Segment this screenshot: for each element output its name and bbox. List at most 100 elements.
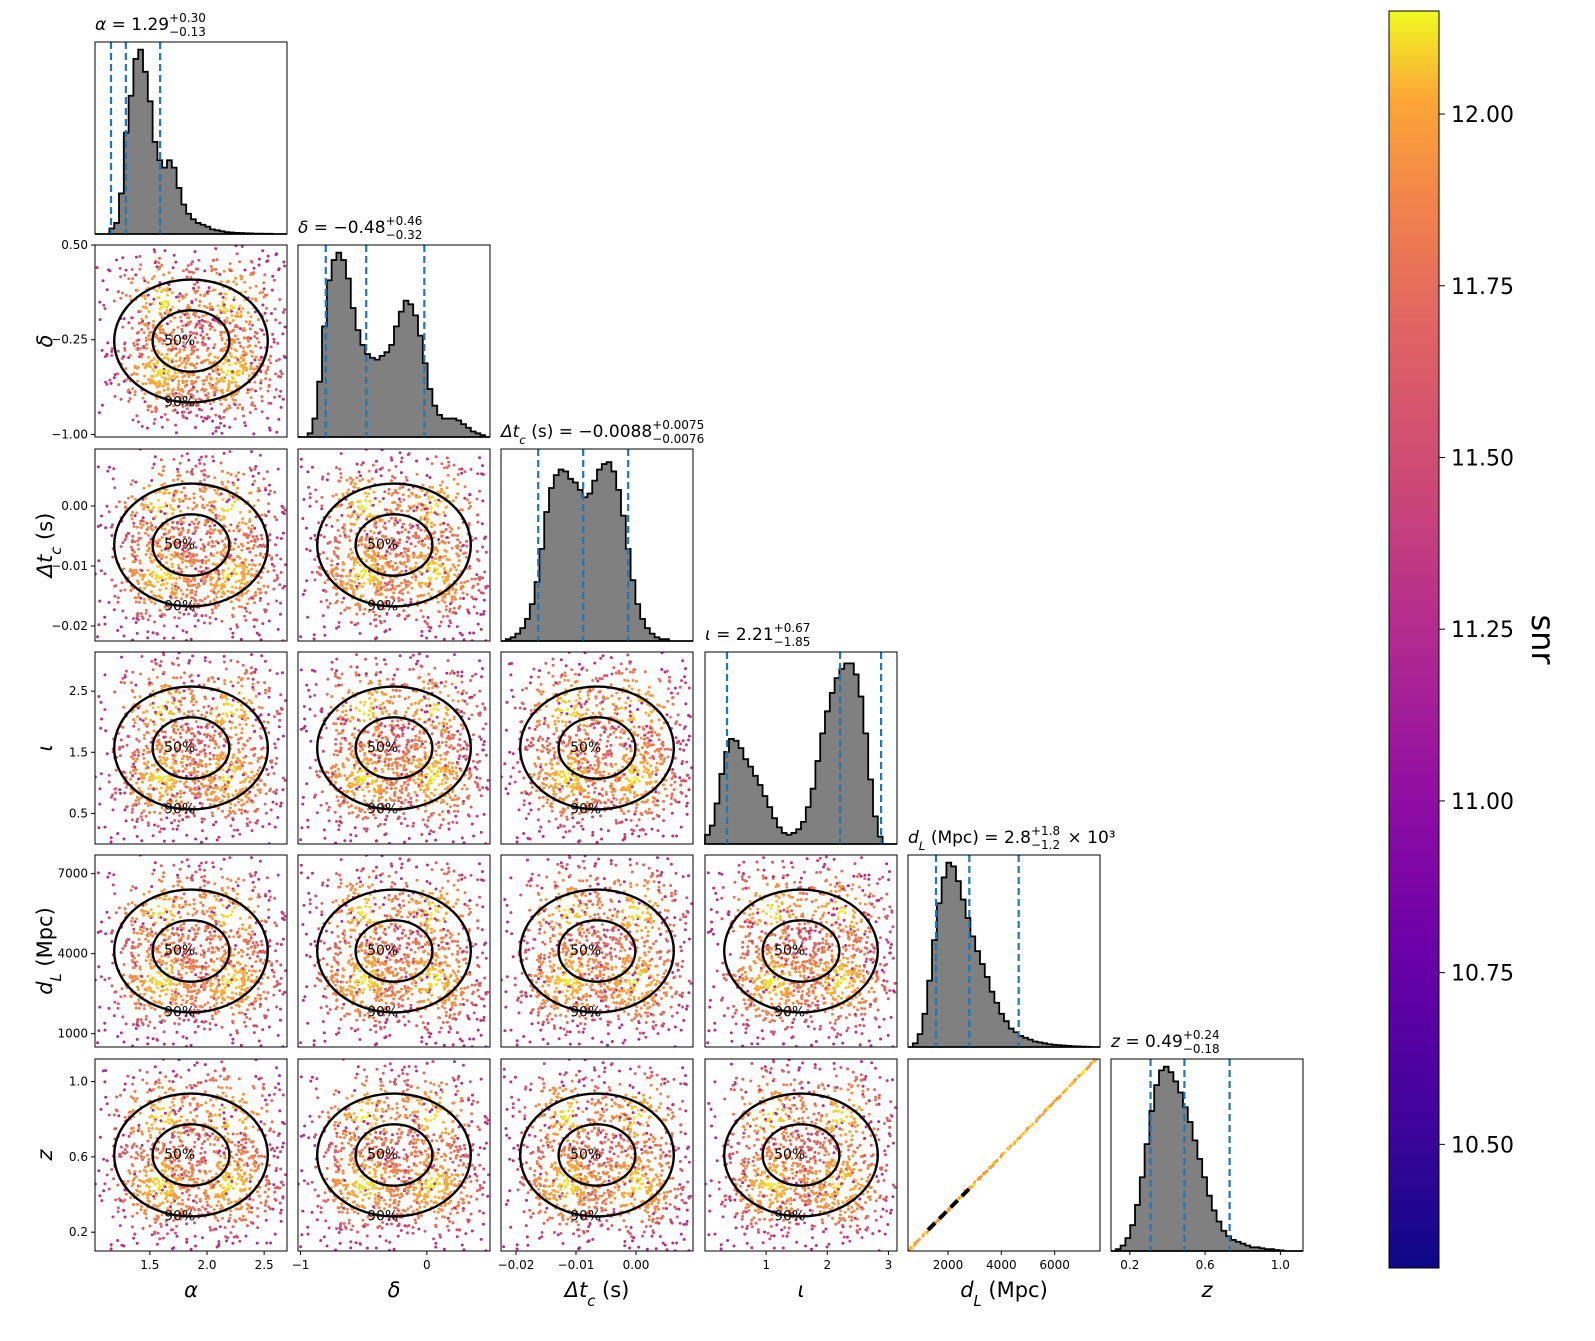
scatter-point — [223, 319, 226, 322]
scatter-point — [220, 481, 223, 484]
scatter-point — [194, 796, 197, 799]
scatter-point — [438, 564, 441, 567]
scatter-point — [178, 576, 181, 579]
scatter-point — [232, 685, 235, 688]
scatter-point — [424, 537, 427, 540]
scatter-point — [227, 795, 230, 798]
scatter-point — [124, 538, 127, 541]
scatter-point — [465, 556, 468, 559]
scatter-point — [253, 753, 256, 756]
scatter-point — [248, 821, 251, 824]
scatter-point — [254, 591, 257, 594]
scatter-point — [230, 314, 233, 317]
scatter-point — [114, 787, 117, 790]
scatter-point — [221, 810, 224, 813]
scatter-point — [406, 536, 409, 539]
scatter-point — [256, 760, 259, 763]
scatter-point — [237, 758, 240, 761]
scatter-point — [125, 294, 128, 297]
scatter-point — [172, 458, 175, 461]
scatter-point — [372, 504, 375, 507]
scatter-point — [267, 510, 270, 513]
scatter-point — [226, 472, 229, 475]
scatter-point — [152, 594, 155, 597]
scatter-point — [313, 637, 316, 640]
scatter-point — [189, 276, 192, 279]
scatter-point — [210, 709, 213, 712]
scatter-point — [226, 715, 229, 718]
scatter-point — [393, 522, 396, 525]
scatter-point — [148, 364, 151, 367]
scatter-point — [199, 300, 202, 303]
scatter-point — [279, 693, 282, 696]
scatter-point — [207, 543, 210, 546]
scatter-point — [213, 545, 216, 548]
scatter-point — [136, 554, 139, 557]
scatter-point — [99, 727, 102, 730]
scatter-point — [238, 692, 241, 695]
scatter-point — [227, 775, 230, 778]
scatter-point — [139, 522, 142, 525]
scatter-point — [244, 424, 247, 427]
scatter-point — [242, 473, 245, 476]
scatter-point — [144, 400, 147, 403]
scatter-point — [225, 668, 228, 671]
scatter-point — [241, 517, 244, 520]
scatter-point — [142, 305, 145, 308]
scatter-point — [248, 563, 251, 566]
scatter-point — [237, 315, 240, 318]
scatter-point — [103, 616, 106, 619]
scatter-point — [258, 766, 261, 769]
scatter-point — [115, 505, 118, 508]
scatter-point — [132, 617, 135, 620]
scatter-point — [257, 499, 260, 502]
scatter-point — [209, 306, 212, 309]
scatter-point — [241, 521, 244, 524]
scatter-point — [195, 362, 198, 365]
scatter-point — [153, 418, 156, 421]
scatter-point — [130, 373, 133, 376]
scatter-point — [281, 788, 284, 791]
scatter-point — [224, 788, 227, 791]
scatter-point — [326, 557, 329, 560]
scatter-point — [411, 576, 414, 579]
scatter-point — [418, 536, 421, 539]
scatter-point — [323, 625, 326, 628]
scatter-point — [238, 833, 241, 836]
scatter-point — [380, 474, 383, 477]
scatter-point — [400, 570, 403, 573]
scatter-point — [163, 370, 166, 373]
scatter-point — [384, 508, 387, 511]
scatter-point — [171, 725, 174, 728]
scatter-point — [401, 526, 404, 529]
scatter-point — [190, 564, 193, 567]
scatter-point — [218, 309, 221, 312]
scatter-panel-dtc-vs-alpha: 50%90% — [94, 448, 287, 643]
scatter-point — [143, 777, 146, 780]
scatter-point — [282, 311, 285, 314]
scatter-point — [151, 690, 154, 693]
scatter-point — [136, 289, 139, 292]
scatter-point — [430, 507, 433, 510]
scatter-point — [214, 414, 217, 417]
scatter-point — [169, 736, 172, 739]
scatter-point — [250, 771, 253, 774]
scatter-point — [207, 475, 210, 478]
scatter-point — [192, 364, 195, 367]
scatter-point — [174, 585, 177, 588]
scatter-point — [142, 719, 145, 722]
scatter-point — [156, 265, 159, 268]
scatter-point — [223, 424, 226, 427]
scatter-point — [384, 522, 387, 525]
hist-panel-z: z = 0.49+0.24 −0.18 — [1110, 1028, 1303, 1251]
scatter-point — [147, 281, 150, 284]
scatter-point — [377, 532, 380, 535]
scatter-point — [219, 789, 222, 792]
scatter-point — [216, 715, 219, 718]
scatter-point — [224, 398, 227, 401]
scatter-point — [208, 373, 211, 376]
scatter-point — [210, 265, 213, 268]
scatter-point — [443, 492, 446, 495]
scatter-point — [237, 742, 240, 745]
scatter-point — [141, 353, 144, 356]
